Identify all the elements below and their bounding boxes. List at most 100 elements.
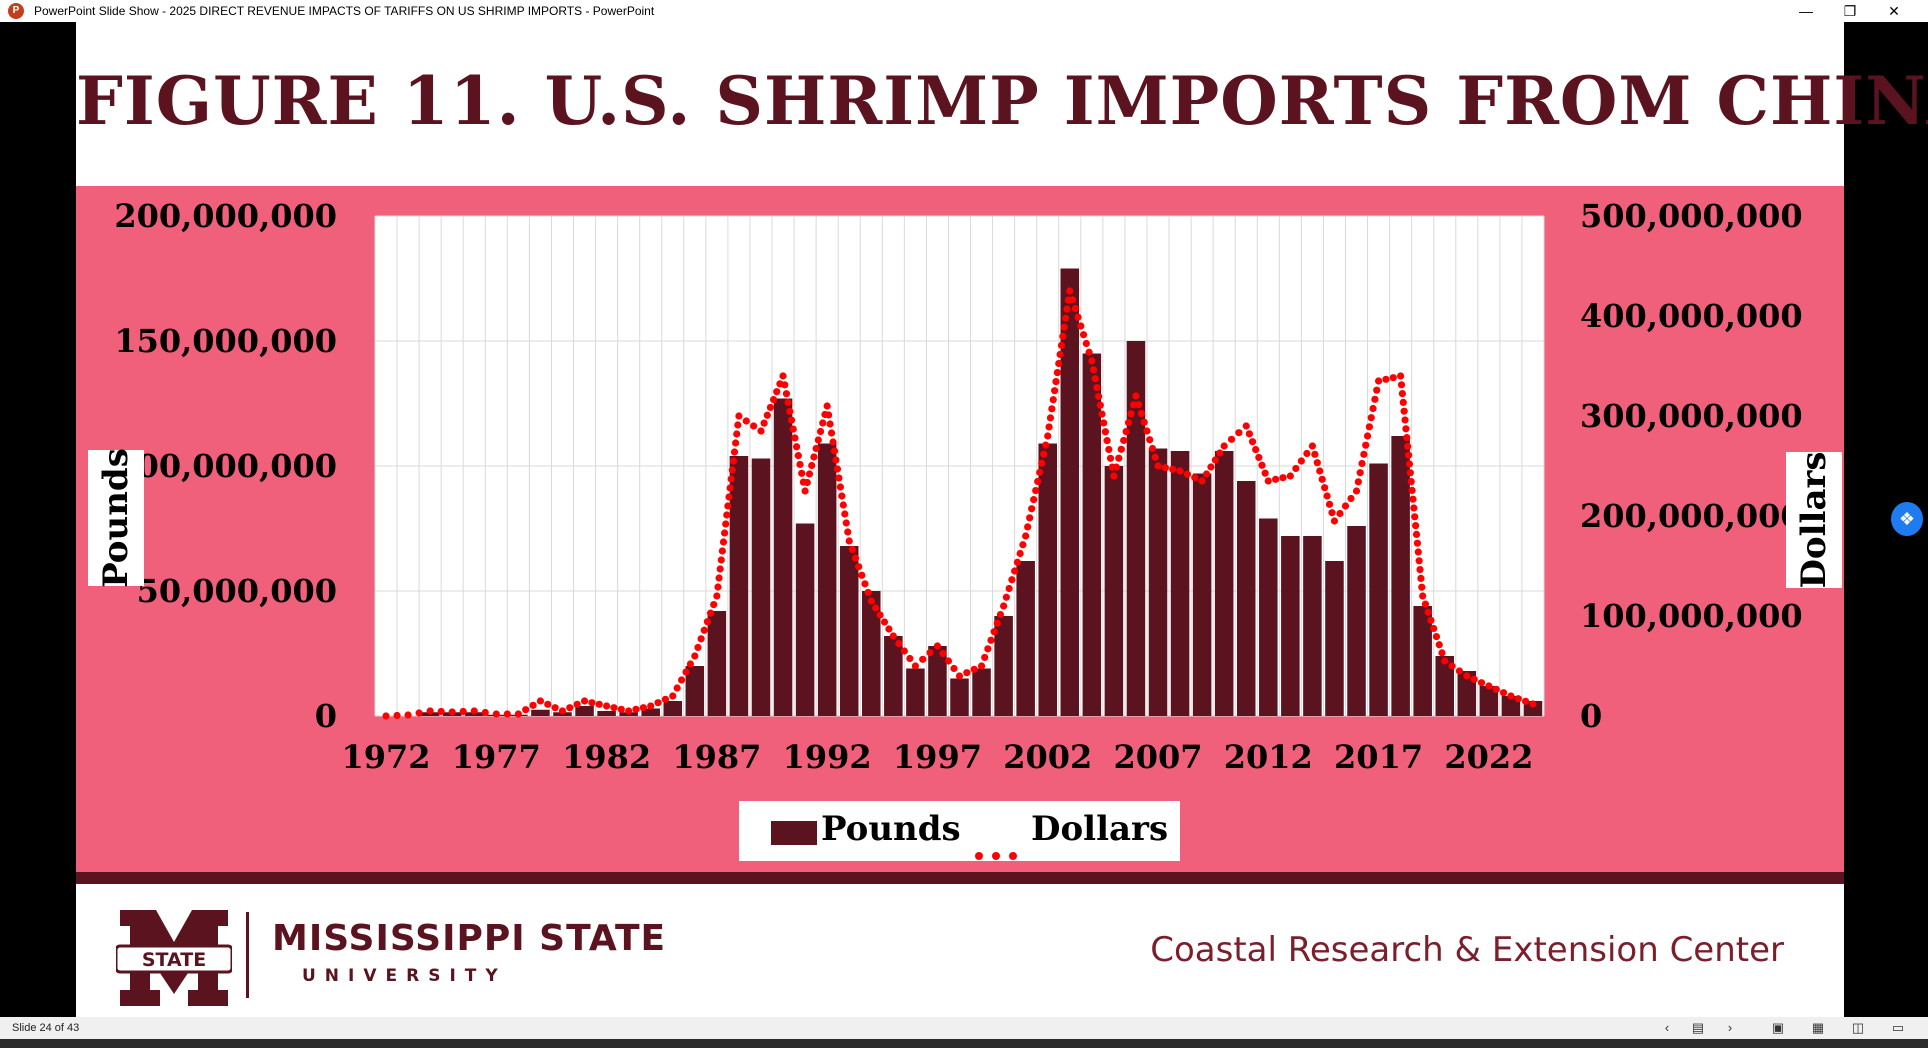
dollars-line-dot (939, 649, 947, 658)
minimize-icon: — (1799, 3, 1813, 19)
dollars-line-dot (1522, 697, 1530, 705)
slideshow-icon[interactable]: ▭ (1891, 1020, 1905, 1035)
dollars-line-dot (919, 655, 927, 663)
dollars-line-dot (1019, 541, 1027, 549)
bar-pounds (994, 616, 1013, 716)
dollars-line-dot (481, 708, 489, 717)
reading-view-icon[interactable]: ◫ (1851, 1020, 1865, 1035)
shield-text: STATE (142, 949, 206, 971)
dollars-line-dot (1028, 505, 1036, 513)
dollars-line-dot (835, 474, 843, 482)
dollars-line-dot (1292, 464, 1300, 473)
dollars-line-dot (734, 421, 742, 429)
bar-pounds (1016, 561, 1035, 716)
dollars-line-dot (715, 574, 723, 582)
slide-number: Slide 24 of 43 (12, 1022, 80, 1034)
dollars-line-dot (703, 618, 712, 626)
right-tick-label: 200,000,000 (1580, 497, 1803, 535)
dollars-line-dot (782, 390, 791, 398)
dollars-line-dot (529, 701, 537, 709)
dollars-line-dot (1404, 442, 1412, 450)
dollars-point (1198, 477, 1206, 485)
dollars-line-dot (1063, 305, 1071, 313)
dollars-line-dot (826, 420, 834, 428)
dollars-line-dot (1255, 453, 1263, 462)
dollars-line-dot (1101, 428, 1110, 436)
dollars-line-dot (1030, 496, 1038, 504)
dollars-line-dot (730, 448, 739, 456)
dollars-line-dot (544, 700, 552, 708)
x-tick-label: 2002 (1003, 738, 1092, 776)
left-tick-label: 100,000,000 (114, 447, 337, 485)
dollars-line-dot (1418, 583, 1426, 591)
bar-pounds (1192, 473, 1212, 716)
dollars-line-dot (1105, 445, 1113, 454)
dollars-line-dot (1106, 454, 1115, 462)
bar-pounds (1038, 443, 1057, 716)
close-icon: ✕ (1888, 3, 1900, 19)
right-tick-label: 500,000,000 (1580, 197, 1803, 235)
dollars-line-dot (1079, 331, 1088, 339)
dollars-line-dot (796, 460, 804, 469)
x-tick-label: 2012 (1224, 738, 1313, 776)
dollars-point (933, 642, 942, 650)
dollars-point (1529, 700, 1537, 708)
dollars-line-dot (1399, 398, 1407, 406)
dollars-point (448, 708, 456, 716)
dollars-line-dot (1369, 404, 1377, 413)
dollars-line-dot (1413, 539, 1421, 547)
dollars-line-dot (1421, 600, 1430, 608)
next-slide-icon[interactable]: › (1727, 1020, 1733, 1035)
dollars-line-dot (864, 588, 872, 597)
dollars-line-dot (844, 528, 852, 536)
dollars-line-dot (848, 545, 856, 554)
slide-sorter-icon[interactable]: ▦ (1811, 1020, 1825, 1035)
bar-pounds (1435, 656, 1455, 716)
x-tick-label: 2017 (1334, 738, 1423, 776)
dollars-line-dot (838, 492, 846, 500)
normal-view-icon[interactable]: ▣ (1771, 1020, 1785, 1035)
dollars-point (647, 702, 655, 710)
dollars-line-dot (1371, 395, 1379, 403)
dollars-line-dot (1036, 468, 1044, 476)
dollars-line-dot (573, 700, 581, 708)
dollars-point (625, 707, 633, 715)
dollars-point (735, 412, 743, 420)
minimize-button[interactable]: — (1784, 0, 1828, 22)
dropbox-icon[interactable]: ❖ (1891, 502, 1923, 536)
bar-pounds (1259, 518, 1278, 716)
dollars-line-dot (722, 520, 730, 528)
dollars-line-dot (1409, 495, 1417, 503)
dollars-line-dot (1202, 470, 1211, 478)
dollars-line-dot (1077, 322, 1085, 330)
dollars-point (1242, 422, 1250, 430)
dollars-line-dot (990, 628, 998, 636)
dollars-line-dot (858, 571, 866, 579)
dollars-point (1419, 592, 1427, 600)
x-tick-label: 1997 (893, 738, 982, 776)
dollars-line-dot (819, 419, 827, 427)
dollars-line-dot (1062, 314, 1070, 322)
restore-button[interactable]: ❐ (1828, 0, 1872, 22)
dollars-line-dot (1455, 667, 1464, 675)
right-axis-title: Dollars (1786, 451, 1842, 589)
bar-pounds (1523, 701, 1543, 716)
dollars-line-dot (595, 700, 603, 708)
dollars-point (558, 707, 567, 715)
dollars-line-dot (1406, 469, 1414, 477)
dollars-line-dot (1112, 463, 1120, 471)
dollars-line-dot (1183, 470, 1192, 478)
dollars-line-dot (1417, 574, 1425, 582)
dollars-line-dot (872, 604, 880, 612)
university-name: MISSISSIPPI STATE (272, 918, 667, 959)
dollars-line-dot (944, 657, 953, 665)
dollars-line-dot (1191, 474, 1199, 482)
slide-menu-icon[interactable]: ▤ (1691, 1020, 1705, 1035)
dollars-point (602, 702, 611, 710)
prev-slide-icon[interactable]: ‹ (1664, 1020, 1670, 1035)
close-button[interactable]: ✕ (1872, 0, 1916, 22)
bar-pounds (1413, 606, 1432, 716)
dollars-line-dot (1336, 509, 1344, 518)
dollars-line-dot (503, 710, 511, 718)
dollars-line-dot (1093, 383, 1101, 392)
